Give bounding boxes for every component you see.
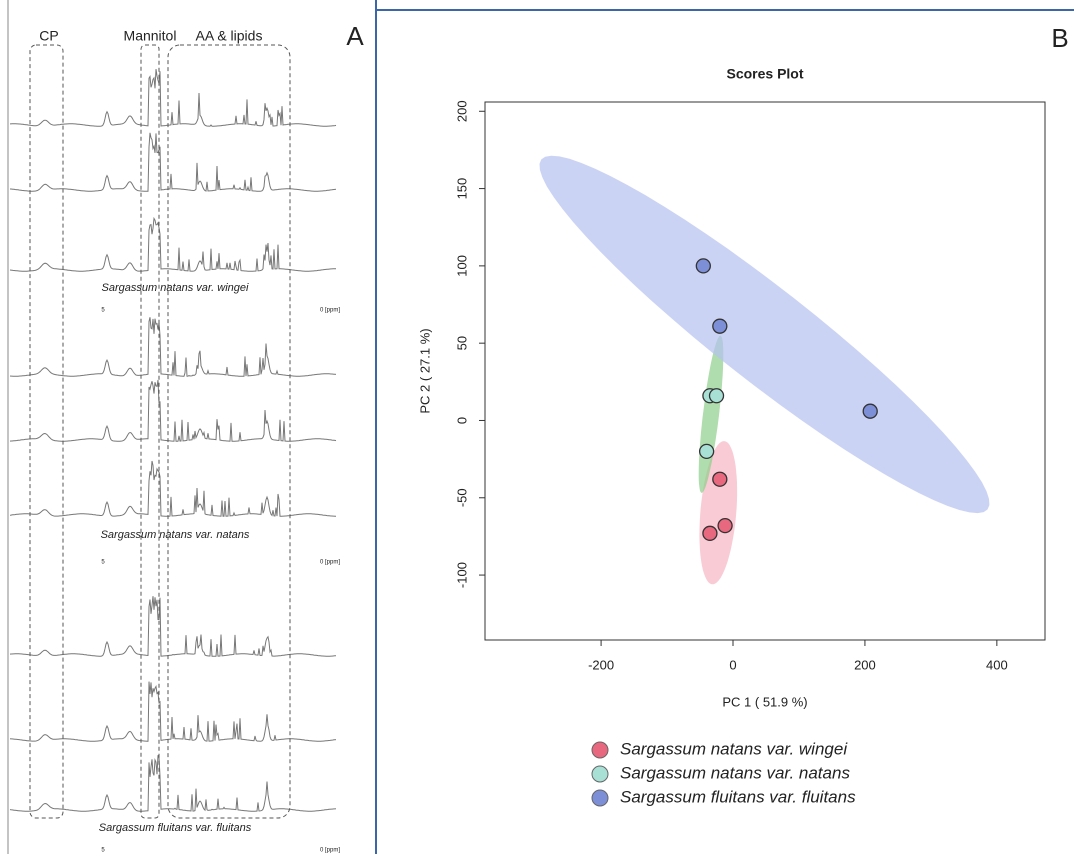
legend-marker xyxy=(591,789,609,807)
y-axis-label: PC 2 ( 27.1 %) xyxy=(417,328,432,413)
legend-marker xyxy=(591,741,609,759)
spectrum xyxy=(9,596,337,657)
point xyxy=(695,258,711,274)
ppm-tick: 0 [ppm] xyxy=(320,308,340,314)
legend-marker xyxy=(591,765,609,783)
point xyxy=(698,443,715,460)
y-tick-label: 100 xyxy=(454,255,469,277)
group-label: Sargassum fluitans var. fluitans xyxy=(99,822,252,834)
point xyxy=(862,403,878,419)
ppm-tick: 0 [ppm] xyxy=(320,848,340,854)
region-label: CP xyxy=(39,28,58,44)
point xyxy=(712,318,728,334)
spectra xyxy=(9,69,337,812)
spectrum xyxy=(9,755,337,812)
chart-title: Scores Plot xyxy=(726,66,803,82)
x-tick-label: 200 xyxy=(854,657,876,672)
panel-letter: A xyxy=(346,21,364,51)
confidence-ellipse xyxy=(539,155,990,514)
spectrum xyxy=(9,681,337,742)
region-box xyxy=(140,44,160,819)
spectrum xyxy=(9,317,337,377)
y-tick-label: -100 xyxy=(454,562,469,588)
point xyxy=(717,517,733,534)
y-tick-label: 0 xyxy=(454,417,469,424)
region-label: AA & lipids xyxy=(196,28,263,44)
group-label: Sargassum natans var. natans xyxy=(101,529,250,541)
region-box xyxy=(29,44,64,819)
x-tick-label: 400 xyxy=(986,657,1008,672)
ppm-tick: 0 [ppm] xyxy=(320,560,340,566)
y-tick-label: 50 xyxy=(454,336,469,350)
confidence-ellipse xyxy=(699,441,738,585)
legend-label: Sargassum natans var. wingei xyxy=(620,739,848,758)
point xyxy=(708,388,725,404)
plot-frame xyxy=(484,101,1046,641)
ppm-tick: 5 xyxy=(101,560,105,566)
y-tick-label: -50 xyxy=(454,488,469,507)
ppm-tick: 5 xyxy=(101,848,105,854)
x-tick-label: 0 xyxy=(729,657,736,672)
legend-label: Sargassum fluitans var. fluitans xyxy=(620,787,856,806)
point xyxy=(702,525,718,541)
spectrum xyxy=(9,216,336,272)
point xyxy=(712,471,728,487)
region-label: Mannitol xyxy=(124,28,177,44)
x-axis-label: PC 1 ( 51.9 %) xyxy=(722,694,807,709)
spectrum xyxy=(10,132,337,192)
y-tick-label: 200 xyxy=(454,100,469,122)
region-box xyxy=(167,44,291,819)
panel-letter: B xyxy=(1051,23,1068,53)
y-tick-label: 150 xyxy=(454,178,469,200)
ppm-tick: 5 xyxy=(101,308,105,314)
plot-area: -200 0 200 400 -100 -50 0 50 100 150 200 Sargassum … xyxy=(454,100,1046,807)
spectrum xyxy=(9,460,336,517)
x-tick-label: -200 xyxy=(588,657,614,672)
group-label: Sargassum natans var. wingei xyxy=(102,282,249,294)
spectrum xyxy=(10,69,337,127)
spectrum xyxy=(9,379,337,442)
legend-label: Sargassum natans var. natans xyxy=(620,763,850,782)
